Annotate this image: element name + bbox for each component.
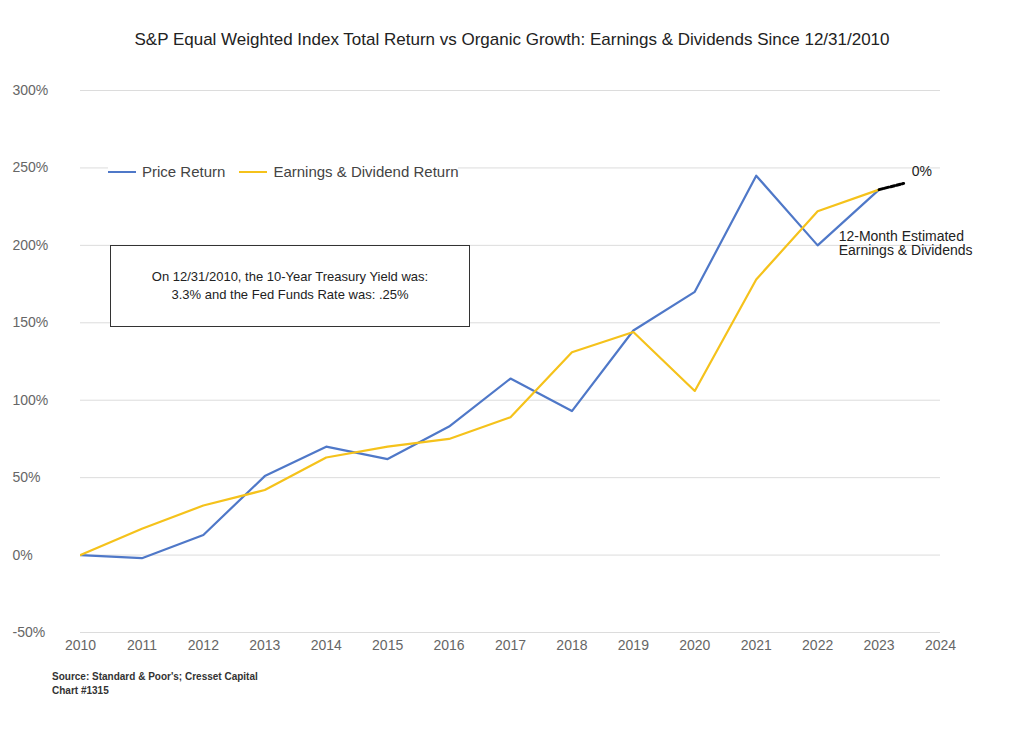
svg-text:2024: 2024	[925, 637, 956, 653]
html-text:Price Return: Price Return	[142, 163, 226, 180]
svg-text:2022: 2022	[802, 637, 833, 653]
svg-text:2016: 2016	[433, 637, 464, 653]
svg-text:2021: 2021	[741, 637, 772, 653]
svg-text:2012: 2012	[188, 637, 219, 653]
svg-text:2023: 2023	[863, 637, 894, 653]
svg-text:2015: 2015	[372, 637, 403, 653]
html-text:On 12/31/2010, the 10-Year Tre: On 12/31/2010, the 10-Year Treasury Yiel…	[151, 269, 429, 285]
svg-text:2020: 2020	[679, 637, 710, 653]
svg-text:300%: 300%	[13, 82, 49, 98]
svg-text:50%: 50%	[13, 469, 41, 485]
svg-text:2018: 2018	[556, 637, 587, 653]
svg-text:2011: 2011	[127, 637, 157, 653]
svg-text:150%: 150%	[13, 314, 49, 330]
svg-text:2019: 2019	[618, 637, 649, 653]
svg-text:2014: 2014	[311, 637, 342, 653]
svg-text:2017: 2017	[495, 637, 526, 653]
html-text:3.3% and the Fed Funds Rate wa: 3.3% and the Fed Funds Rate was: .25%	[171, 287, 409, 302]
svg-text:12-Month EstimatedEarnings & D: 12-Month EstimatedEarnings & Dividends	[839, 228, 973, 258]
svg-text:-50%: -50%	[13, 624, 46, 640]
svg-text:250%: 250%	[13, 159, 49, 175]
svg-text:2013: 2013	[249, 637, 280, 653]
svg-text:0%: 0%	[13, 547, 33, 563]
svg-text:0%: 0%	[912, 163, 932, 179]
svg-text:200%: 200%	[13, 237, 49, 253]
html-text:S&P Equal Weighted Index Total: S&P Equal Weighted Index Total Return vs…	[134, 30, 890, 49]
svg-text:100%: 100%	[13, 392, 49, 408]
html-text:Source: Standard & Poor's; Cre: Source: Standard & Poor's; Cresset Capit…	[52, 671, 258, 682]
html-text:Chart #1315: Chart #1315	[52, 684, 109, 696]
svg-text:2010: 2010	[65, 637, 96, 653]
html-text:Earnings & Dividend Return: Earnings & Dividend Return	[273, 163, 459, 180]
